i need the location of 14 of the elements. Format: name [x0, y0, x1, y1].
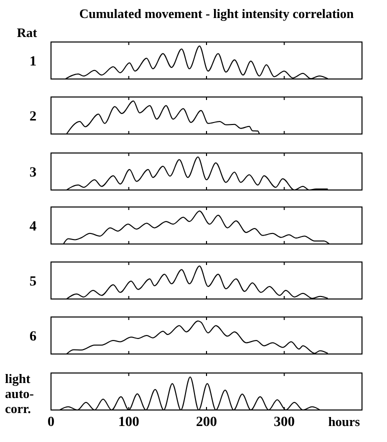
y-axis-title: 6 — [30, 330, 36, 344]
x-tick-label: 200 — [196, 415, 217, 430]
chart-title: Cumulated movement - light intensity correlation — [79, 6, 355, 21]
y-axis-title: 3 — [30, 166, 36, 180]
x-tick-label: 100 — [118, 415, 140, 430]
x-tick-label: 0 — [48, 415, 54, 430]
x-axis-title: hours — [328, 414, 360, 429]
y-axis-title: 1 — [30, 54, 36, 70]
x-tick-label: 300 — [274, 415, 295, 430]
y-axis-title: 2 — [30, 110, 36, 124]
y-axis-title: light auto-corr. — [5, 371, 34, 416]
y-axis-title: 4 — [30, 220, 36, 234]
text: Rat — [16, 25, 38, 40]
y-axis-title: 5 — [30, 274, 36, 290]
